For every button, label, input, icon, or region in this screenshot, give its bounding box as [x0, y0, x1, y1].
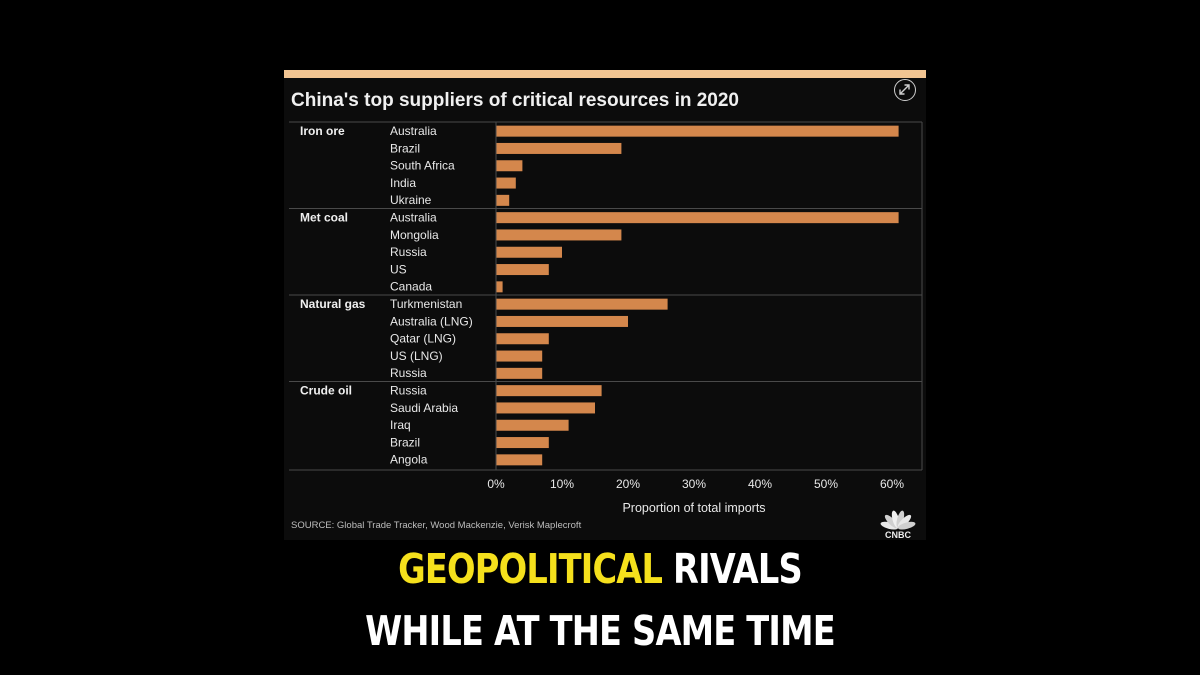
x-tick-label: 50%: [814, 477, 838, 491]
category-label: Canada: [390, 280, 432, 294]
bar: [496, 229, 622, 241]
bar: [496, 315, 628, 327]
category-label: US: [390, 262, 407, 276]
caption-line-1: GEOPOLITICAL RIVALS: [108, 538, 1092, 600]
bar: [496, 367, 543, 379]
group-label: Crude oil: [300, 384, 352, 398]
bar: [496, 125, 899, 137]
chart-panel: China's top suppliers of critical resour…: [284, 70, 926, 540]
x-tick-label: 30%: [682, 477, 706, 491]
bar: [496, 194, 510, 206]
bar: [496, 298, 668, 310]
expand-button[interactable]: [894, 79, 916, 101]
x-tick-label: 0%: [487, 477, 505, 491]
category-label: Brazil: [390, 141, 420, 155]
category-label: Brazil: [390, 435, 420, 449]
accent-bar: [284, 70, 926, 78]
bar: [496, 212, 899, 224]
bar: [496, 350, 543, 362]
video-caption: GEOPOLITICAL RIVALS WHILE AT THE SAME TI…: [108, 538, 1092, 662]
category-label: Australia: [390, 211, 437, 225]
caption-line-1-rest: RIVALS: [673, 545, 803, 593]
category-label: Turkmenistan: [390, 297, 462, 311]
cnbc-peacock-logo: CNBC: [880, 510, 916, 540]
peacock-feather: [897, 521, 916, 530]
logo-text: CNBC: [885, 530, 911, 540]
bar: [496, 160, 523, 172]
category-label: Iraq: [390, 418, 411, 432]
caption-line-2: WHILE AT THE SAME TIME: [365, 607, 836, 655]
x-tick-label: 10%: [550, 477, 574, 491]
expand-arrows-icon: [899, 84, 910, 95]
category-label: Ukraine: [390, 193, 432, 207]
bar: [496, 264, 549, 276]
bar: [496, 142, 622, 154]
bar: [496, 246, 562, 258]
category-label: US (LNG): [390, 349, 443, 363]
bar: [496, 402, 595, 414]
category-label: Australia: [390, 124, 437, 138]
category-label: Russia: [390, 366, 427, 380]
category-label: Russia: [390, 245, 427, 259]
chart-title: China's top suppliers of critical resour…: [291, 90, 740, 111]
source-note: SOURCE: Global Trade Tracker, Wood Macke…: [291, 520, 582, 531]
category-label: Russia: [390, 384, 427, 398]
category-label: Mongolia: [390, 228, 439, 242]
caption-highlight-word: GEOPOLITICAL: [398, 545, 663, 593]
peacock-feather: [880, 521, 899, 530]
bar: [496, 419, 569, 431]
bar: [496, 333, 549, 345]
category-label: Australia (LNG): [390, 314, 473, 328]
category-label: Angola: [390, 453, 428, 467]
category-label: Saudi Arabia: [390, 401, 458, 415]
group-label: Natural gas: [300, 297, 366, 311]
category-label: India: [390, 176, 416, 190]
bar: [496, 454, 543, 466]
x-axis-title: Proportion of total imports: [622, 501, 765, 515]
category-label: Qatar (LNG): [390, 332, 456, 346]
bar: [496, 437, 549, 449]
bar: [496, 385, 602, 397]
bar-chart: Iron ore Australia Brazil South Africa India…: [289, 121, 923, 515]
x-tick-label: 20%: [616, 477, 640, 491]
bar: [496, 281, 503, 293]
group-label: Met coal: [300, 211, 348, 225]
category-label: South Africa: [390, 159, 455, 173]
x-tick-label: 60%: [880, 477, 904, 491]
group-label: Iron ore: [300, 124, 345, 138]
x-tick-label: 40%: [748, 477, 772, 491]
peacock-feather: [896, 510, 905, 529]
bar: [496, 177, 516, 189]
